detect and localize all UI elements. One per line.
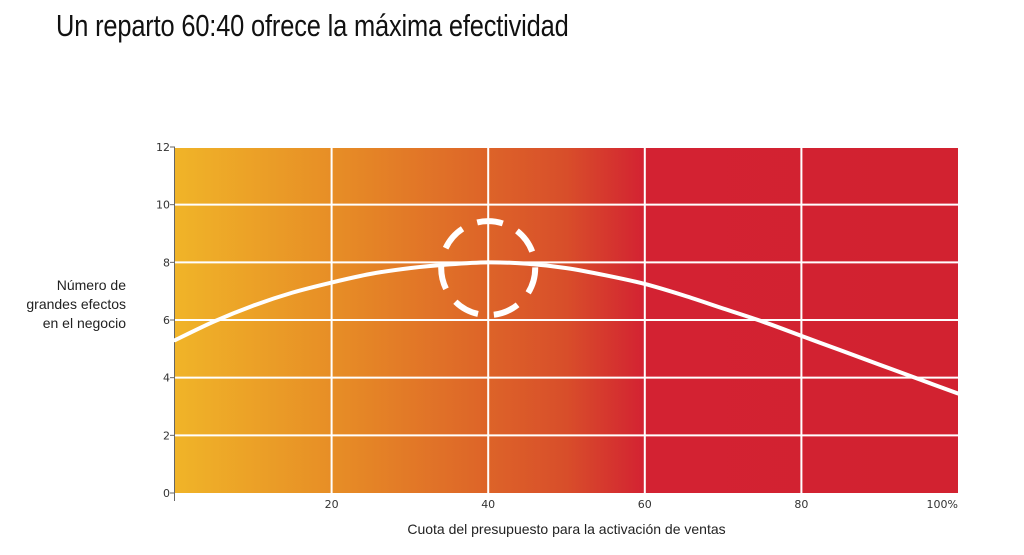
x-tick-label: 60 bbox=[638, 498, 652, 511]
y-tick-labels: 0 2 4 6 8 10 12 bbox=[156, 141, 170, 500]
y-tick-label: 10 bbox=[156, 199, 170, 212]
chart-title: Un reparto 60:40 ofrece la máxima efecti… bbox=[56, 8, 569, 43]
y-axis-label-line-2: grandes efectos bbox=[26, 296, 126, 312]
y-tick-label: 8 bbox=[163, 256, 170, 269]
y-tick-label: 0 bbox=[163, 487, 170, 500]
y-axis-label-line-1: Número de bbox=[56, 277, 126, 293]
series-layer bbox=[173, 260, 960, 396]
highlight-dashed-circle bbox=[438, 218, 539, 319]
y-tick-label: 2 bbox=[163, 429, 170, 442]
x-tick-label: 20 bbox=[325, 498, 339, 511]
grid-lines bbox=[170, 146, 958, 501]
x-tick-label: 100% bbox=[927, 498, 958, 511]
annotation-layer bbox=[438, 218, 539, 319]
series-line bbox=[173, 260, 960, 396]
x-tick-label: 40 bbox=[481, 498, 495, 511]
y-tick-label: 6 bbox=[163, 314, 170, 327]
x-tick-label: 80 bbox=[794, 498, 808, 511]
x-axis-label: Cuota del presupuesto para la activación… bbox=[407, 521, 726, 537]
y-tick-label: 12 bbox=[156, 141, 170, 154]
y-axis-label: Número de grandes efectos en el negocio bbox=[0, 276, 126, 333]
x-tick-labels: 20 40 60 80 100% bbox=[325, 498, 958, 511]
y-tick-label: 4 bbox=[163, 372, 170, 385]
y-axis-label-line-3: en el negocio bbox=[42, 315, 126, 331]
